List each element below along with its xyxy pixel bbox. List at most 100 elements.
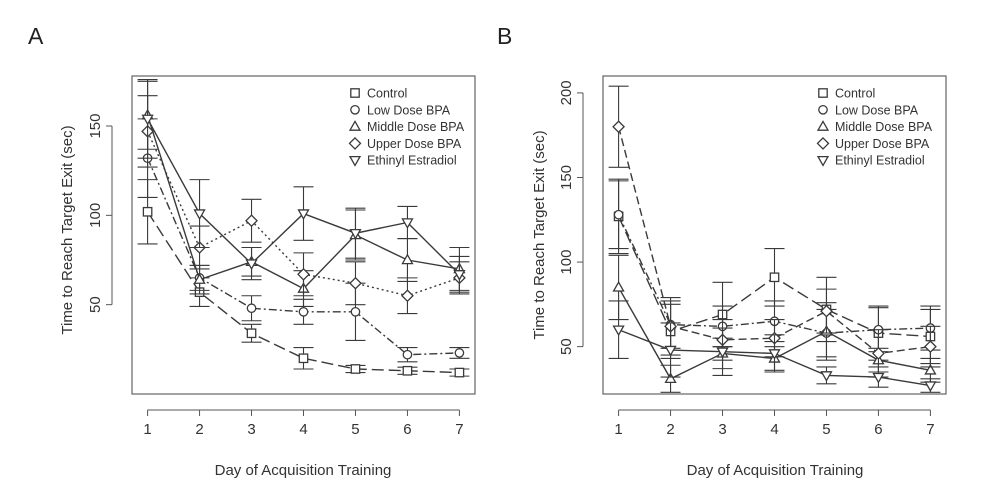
y-tick-label: 50 <box>558 338 575 355</box>
legend-item: Control <box>350 87 407 101</box>
y-tick-label: 150 <box>558 165 575 190</box>
data-point <box>245 214 258 228</box>
data-point <box>401 218 414 230</box>
legend-item: Upper Dose BPA <box>348 136 462 151</box>
legend-label: Middle Dose BPA <box>835 120 933 134</box>
x-tick-label: 5 <box>822 421 830 438</box>
data-point <box>401 253 414 265</box>
legend-b: Control Low Dose BPA Middle Dose BPA Upper … <box>816 87 933 168</box>
legend-label: Control <box>367 87 407 101</box>
data-point <box>402 349 413 360</box>
data-point <box>612 325 625 337</box>
legend-marker <box>816 136 830 150</box>
data-point <box>454 367 465 378</box>
data-point <box>820 371 833 382</box>
legend-label: Upper Dose BPA <box>367 137 462 151</box>
data-point <box>246 303 257 314</box>
plot-frame-a <box>131 75 476 395</box>
y-tick-label: 150 <box>87 114 104 139</box>
data-point <box>350 306 361 317</box>
data-point <box>245 259 258 271</box>
plot-frame-b <box>602 75 947 395</box>
data-point <box>349 276 362 290</box>
data-point <box>297 267 310 281</box>
series-ethinyl-estradiol <box>608 300 941 393</box>
legend-marker <box>816 155 830 167</box>
data-point <box>769 272 780 283</box>
x-tick-label: 1 <box>143 421 151 438</box>
panel-a: A Time to Reach Target Exit (sec) Day of… <box>28 23 476 479</box>
legend-label: Low Dose BPA <box>835 103 919 117</box>
y-tick-label: 200 <box>558 80 575 105</box>
legend-marker <box>818 88 828 98</box>
legend-marker <box>818 104 828 115</box>
x-axis-a: 1 2 3 4 5 6 7 <box>143 409 464 438</box>
legend-marker <box>348 155 362 167</box>
x-tick-label: 7 <box>455 421 463 438</box>
x-tick-label: 4 <box>299 421 307 438</box>
x-axis-title-a: Day of Acquisition Training <box>215 462 392 479</box>
legend-item: Low Dose BPA <box>350 103 451 117</box>
data-point <box>613 209 624 220</box>
data-point <box>349 228 362 240</box>
data-point <box>142 206 153 217</box>
legend-marker <box>348 136 362 150</box>
legend-label: Middle Dose BPA <box>367 120 465 134</box>
y-tick-label: 100 <box>87 203 104 228</box>
x-axis-title-b: Day of Acquisition Training <box>687 462 864 479</box>
data-point <box>298 306 309 317</box>
data-point <box>402 365 413 376</box>
data-point <box>768 349 781 360</box>
series-ethinyl-estradiol <box>137 79 470 293</box>
y-tick-label: 100 <box>558 250 575 275</box>
data-point <box>401 289 414 303</box>
legend-item: Middle Dose BPA <box>348 120 465 134</box>
legend-item: Upper Dose BPA <box>816 136 930 151</box>
legend-label: Upper Dose BPA <box>835 137 930 151</box>
data-point <box>923 340 937 354</box>
legend-label: Ethinyl Estradiol <box>367 154 457 168</box>
data-point <box>298 353 309 364</box>
data-point <box>453 270 466 281</box>
data-point <box>193 209 206 221</box>
legend-item: Ethinyl Estradiol <box>816 154 925 168</box>
legend-marker <box>816 120 830 131</box>
data-point <box>246 328 257 339</box>
data-point <box>141 114 154 126</box>
data-point <box>612 280 625 292</box>
y-axis-b: 50 100 150 200 <box>558 80 584 355</box>
legend-marker <box>350 88 360 98</box>
legend-marker <box>350 104 360 115</box>
data-point <box>664 372 677 384</box>
x-tick-label: 5 <box>351 421 359 438</box>
panel-label-b: B <box>497 23 512 49</box>
data-point <box>820 304 833 318</box>
data-point <box>297 209 310 221</box>
legend-label: Low Dose BPA <box>367 103 451 117</box>
x-axis-b: 1 2 3 4 5 6 7 <box>614 409 935 438</box>
data-point <box>716 347 729 359</box>
panel-b: B Time to Reach Target Exit (sec) Day of… <box>497 23 947 479</box>
data-point <box>454 348 465 358</box>
y-tick-label: 50 <box>87 296 104 313</box>
legend-marker <box>348 120 362 131</box>
legend-item: Control <box>818 87 875 101</box>
legend-item: Low Dose BPA <box>818 103 919 117</box>
data-point <box>193 273 206 284</box>
data-point <box>612 120 626 134</box>
x-tick-label: 6 <box>874 421 882 438</box>
legend-label: Control <box>835 87 875 101</box>
legend-item: Middle Dose BPA <box>816 120 933 134</box>
legend-item: Ethinyl Estradiol <box>348 154 457 168</box>
x-tick-label: 3 <box>718 421 726 438</box>
x-tick-label: 1 <box>614 421 622 438</box>
data-point <box>664 345 677 357</box>
legend-label: Ethinyl Estradiol <box>835 154 925 168</box>
x-tick-label: 6 <box>403 421 411 438</box>
x-tick-label: 7 <box>926 421 934 438</box>
legend-a: Control Low Dose BPA Middle Dose BPA Upper … <box>348 87 465 168</box>
data-point <box>924 381 937 393</box>
y-axis-title-b: Time to Reach Target Exit (sec) <box>531 130 548 339</box>
data-point <box>872 372 885 384</box>
